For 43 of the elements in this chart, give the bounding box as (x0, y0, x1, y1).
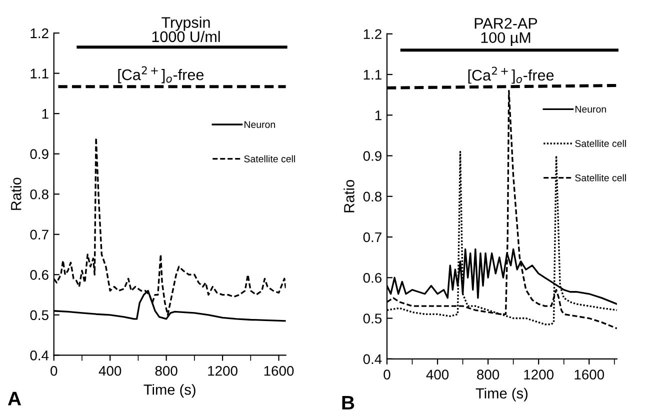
y-axis-title: Ratio (344, 180, 354, 212)
y-tick-label: 1 (42, 109, 48, 119)
y-tick-label: 0.4 (30, 350, 49, 360)
y-tick-label: 0.9 (30, 149, 48, 160)
annotation: [Ca$^{2+}$]$_{o}$-free (468, 66, 554, 84)
y-tick-label: 0.6 (363, 272, 382, 283)
legend-label: Neuron (575, 106, 606, 113)
y-tick-label: 1.2 (30, 28, 48, 38)
x-tick-label: 400 (98, 366, 122, 376)
legend-label: Satellite cell (244, 155, 295, 162)
y-tick-label: 1.1 (30, 68, 48, 78)
y-tick-label: 1.1 (364, 70, 382, 80)
y-tick-label: 0.7 (363, 232, 382, 242)
x-tick-label: 0 (50, 366, 58, 376)
x-tick-label: 1200 (524, 370, 554, 380)
x-axis-title: Time (s) (144, 384, 196, 398)
y-tick-label: 0.7 (30, 230, 48, 240)
y-tick-label: 0.4 (363, 354, 382, 364)
annotation: PAR2-AP 100 µM (474, 18, 538, 46)
legend-label: Satellite cell (575, 140, 626, 147)
y-tick-label: 0.5 (30, 310, 48, 320)
y-tick-label: 0.9 (363, 151, 382, 161)
x-tick-label: 1600 (574, 370, 604, 380)
x-tick-label: 800 (477, 370, 500, 380)
y-tick-label: 0.8 (30, 189, 48, 200)
x-axis-title: Time (s) (476, 388, 528, 402)
y-tick-label: 1 (375, 110, 382, 120)
annotation: [Ca$^{2+}$]$_{o}$-free (118, 66, 204, 84)
legend-label: Satellite cell (575, 174, 626, 182)
y-tick-label: 0.5 (363, 314, 382, 324)
y-tick-label: 1.2 (364, 29, 382, 39)
x-tick-label: 800 (155, 366, 178, 376)
y-tick-label: 0.8 (363, 192, 382, 202)
y-axis-title: Ratio (10, 178, 22, 210)
y-tick-label: 0.6 (30, 270, 48, 280)
x-tick-label: 1600 (264, 366, 294, 376)
x-tick-label: 1200 (208, 366, 238, 376)
x-tick-label: 400 (426, 370, 449, 380)
x-tick-label: 0 (384, 370, 390, 380)
text: A (8, 392, 22, 406)
text: B (342, 396, 354, 410)
annotation: Trypsin 1000 U/ml (152, 16, 220, 42)
legend-label: Neuron (244, 121, 275, 128)
